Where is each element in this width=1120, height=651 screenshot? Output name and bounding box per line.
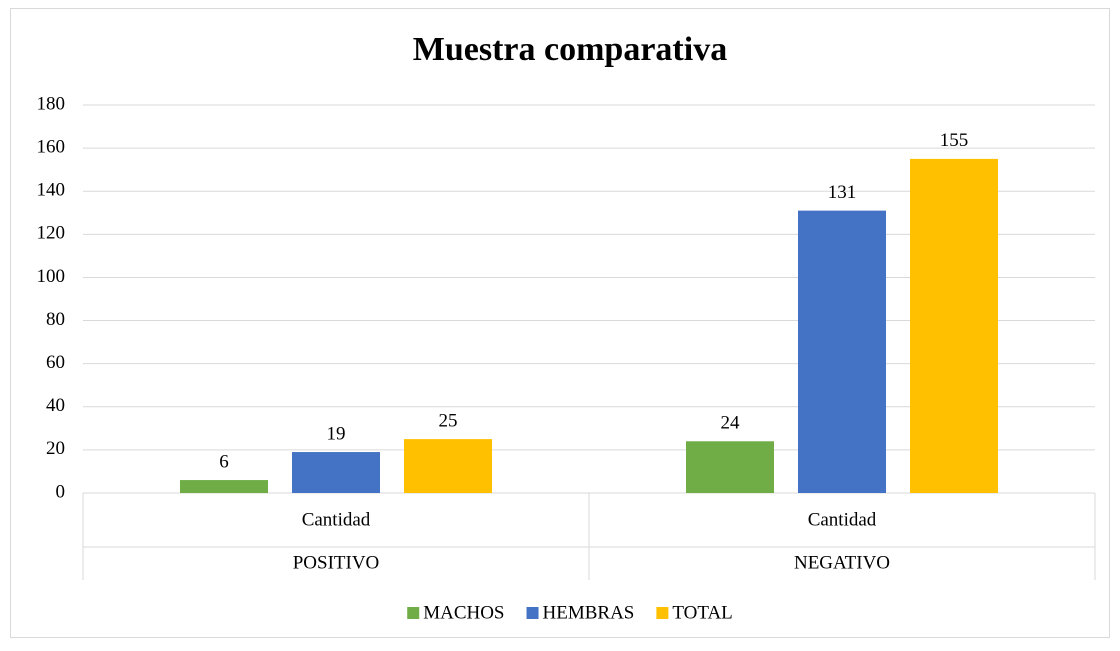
legend-swatch	[526, 607, 539, 619]
chart-title: Muestra comparativa	[413, 31, 727, 68]
y-tick-label: 120	[37, 223, 66, 244]
data-label: 25	[439, 410, 458, 431]
data-label: 19	[327, 423, 346, 444]
y-tick-label: 40	[46, 395, 65, 416]
y-tick-label: 140	[37, 180, 66, 201]
data-label: 155	[940, 130, 969, 151]
bar	[180, 480, 268, 493]
x-group-label: POSITIVO	[293, 552, 380, 573]
y-tick-label: 60	[46, 352, 65, 373]
legend-label: HEMBRAS	[543, 602, 635, 623]
legend-swatch	[656, 607, 669, 619]
y-tick-label: 160	[37, 136, 66, 157]
x-tick-label: Cantidad	[302, 509, 371, 530]
legend-swatch	[407, 607, 420, 619]
data-label: 24	[721, 413, 741, 434]
x-group-label: NEGATIVO	[794, 552, 890, 573]
y-tick-label: 80	[46, 309, 65, 330]
y-tick-label: 100	[37, 266, 66, 287]
bar	[686, 441, 774, 493]
data-label: 6	[219, 451, 229, 472]
legend-label: MACHOS	[423, 602, 504, 623]
bar	[292, 452, 380, 493]
x-tick-label: Cantidad	[808, 509, 877, 530]
bar	[910, 158, 998, 493]
data-label: 131	[828, 182, 857, 203]
y-tick-label: 0	[56, 481, 66, 502]
bar	[404, 439, 492, 493]
bar	[798, 210, 886, 493]
legend-label: TOTAL	[672, 602, 732, 623]
y-tick-label: 180	[37, 93, 66, 114]
y-tick-label: 20	[46, 438, 65, 459]
